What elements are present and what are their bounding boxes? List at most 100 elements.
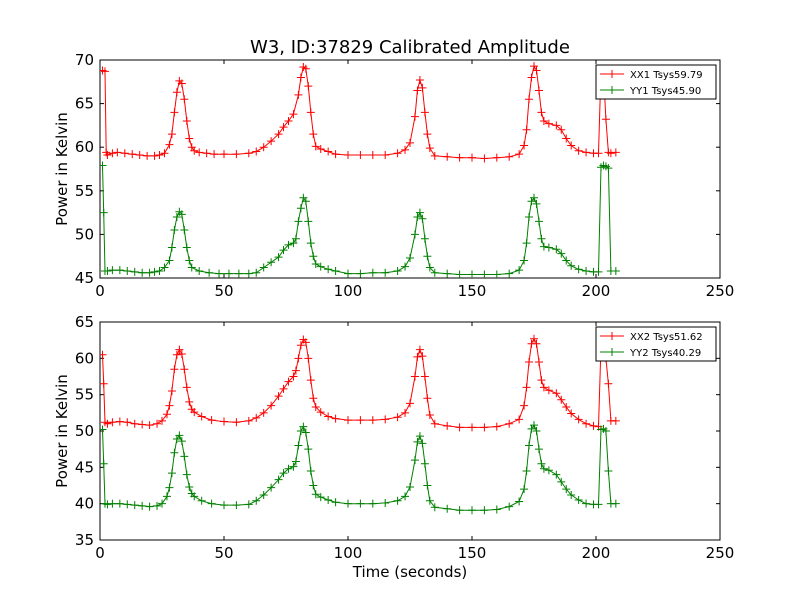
data-point (309, 481, 318, 490)
data-point (150, 151, 159, 160)
data-point (138, 501, 147, 510)
data-point (468, 506, 476, 515)
series-line-xx1 (102, 64, 616, 160)
data-point (480, 270, 489, 278)
data-point (123, 500, 132, 509)
data-point (197, 496, 206, 505)
data-point (244, 416, 253, 425)
legend-label: YY2 Tsys40.29 (629, 348, 701, 359)
data-point (492, 270, 501, 278)
data-point (604, 379, 613, 388)
data-point (220, 417, 228, 426)
data-point (611, 499, 620, 508)
y-tick-label: 45 (75, 458, 94, 476)
data-point (594, 500, 603, 509)
data-point (522, 239, 531, 248)
data-point (311, 490, 320, 499)
data-point (425, 411, 434, 420)
data-point (455, 423, 464, 432)
x-tick-label: 250 (706, 544, 735, 562)
data-point (515, 415, 524, 424)
data-point (582, 419, 591, 428)
data-point (420, 372, 429, 381)
bottom-panel: 0 50 100 150 200 250 35 40 45 50 55 60 65 Power in Ke… (53, 313, 734, 562)
data-point (311, 403, 320, 412)
data-point (468, 153, 476, 162)
data-point (413, 86, 422, 95)
data-point (267, 137, 276, 146)
data-point (284, 117, 293, 126)
data-point (279, 123, 288, 132)
legend-marker (608, 348, 616, 356)
data-point (515, 266, 524, 275)
data-point (244, 149, 253, 158)
data-point (601, 115, 610, 124)
data-point (274, 253, 283, 262)
data-point (160, 263, 169, 272)
data-point (160, 149, 169, 158)
data-point (309, 252, 318, 261)
data-point (522, 383, 531, 392)
data-point (210, 150, 219, 159)
data-point (155, 267, 164, 276)
data-point (296, 341, 305, 350)
x-tick-label: 200 (582, 544, 611, 562)
data-point (279, 384, 288, 393)
data-point (165, 401, 174, 410)
data-point (316, 144, 325, 153)
data-point (562, 403, 571, 412)
data-point (420, 108, 429, 117)
data-point (294, 354, 303, 363)
data-point (410, 230, 419, 239)
data-point (468, 423, 476, 432)
data-point (207, 499, 216, 508)
data-point (309, 394, 318, 403)
data-point (190, 408, 199, 417)
data-point (175, 345, 184, 354)
data-point (195, 148, 204, 157)
data-point (123, 267, 132, 276)
data-point (520, 401, 529, 410)
data-point (522, 125, 531, 134)
legend: XX2 Tsys51.62 YY2 Tsys40.29 (595, 326, 717, 362)
data-point (562, 485, 571, 494)
data-point (115, 417, 124, 426)
data-point (492, 422, 501, 431)
data-point (534, 445, 543, 454)
data-point (153, 419, 162, 428)
x-tick-label: 150 (458, 544, 487, 562)
data-point (582, 499, 591, 508)
data-point (344, 416, 352, 425)
x-tick-label: 50 (214, 544, 233, 562)
data-point (406, 138, 414, 147)
data-point (274, 130, 283, 139)
x-tick-label: 100 (334, 282, 363, 300)
data-point (532, 427, 541, 435)
data-point (182, 243, 191, 252)
top-panel: 0 50 100 150 200 250 45 50 55 60 65 70 Power in Kelv… (53, 51, 734, 300)
data-point (232, 418, 241, 427)
data-point (284, 464, 293, 473)
data-point (423, 130, 432, 139)
x-tick-label: 0 (95, 282, 105, 300)
data-point (534, 86, 543, 95)
data-point (244, 500, 253, 509)
data-point (108, 266, 117, 275)
data-point (527, 73, 536, 82)
data-point (443, 421, 452, 430)
data-point (220, 501, 228, 510)
data-point (170, 108, 179, 117)
data-point (525, 95, 534, 104)
data-point (604, 466, 613, 475)
data-point (381, 498, 390, 507)
data-point (420, 459, 429, 468)
data-point (100, 208, 108, 217)
data-point (525, 357, 534, 366)
data-point (534, 357, 543, 366)
data-point (393, 267, 402, 276)
data-point (311, 260, 320, 269)
data-point (505, 152, 514, 161)
data-point (443, 152, 452, 161)
data-point (180, 365, 189, 374)
